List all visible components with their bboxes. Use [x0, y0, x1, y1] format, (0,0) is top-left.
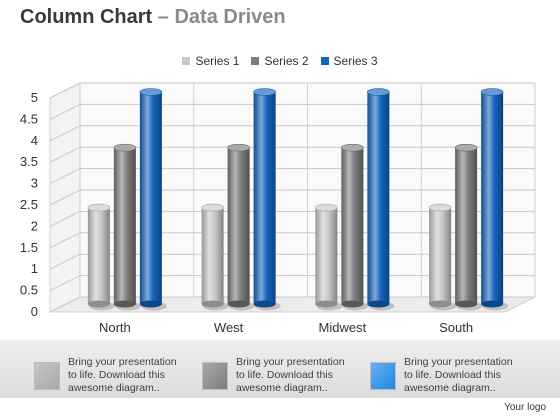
bar-top-cap	[341, 143, 364, 152]
chart-title-dash: –	[157, 6, 169, 28]
bar-top-cap	[428, 203, 452, 212]
legend-label-series-3: Series 3	[333, 54, 378, 68]
y-tick-label: 3.5	[20, 154, 38, 169]
bar-series-3-midwest	[367, 92, 390, 304]
bar-series-3-west	[253, 92, 276, 304]
chart-title-sub: Data Driven	[174, 6, 286, 28]
bar-bottom-cap	[315, 300, 338, 308]
bar-series-1-south	[429, 207, 452, 304]
bar-bottom-cap	[455, 300, 478, 308]
footer-note-1: Bring your presentation to life. Downloa…	[34, 356, 184, 395]
bar-series-2-north	[113, 147, 136, 304]
y-tick-label: 1.5	[20, 240, 38, 255]
footer-logo-text: Your logo	[504, 402, 546, 413]
bar-bottom-cap	[429, 300, 452, 308]
footer-note-2: Bring your presentation to life. Downloa…	[202, 356, 352, 395]
footer-note-1-text: Bring your presentation to life. Downloa…	[68, 356, 177, 394]
legend-swatch-series-2	[251, 57, 260, 65]
y-tick-label: 0	[31, 304, 38, 319]
bar-series-1-west	[201, 207, 224, 304]
bar-top-cap	[367, 88, 390, 96]
y-tick-label: 4	[31, 133, 38, 148]
bar-top-cap	[87, 203, 111, 212]
bar-bottom-cap	[341, 300, 364, 308]
bar-series-1-north	[87, 207, 110, 304]
y-tick-label: 4.5	[20, 111, 38, 126]
y-tick-label: 0.5	[20, 283, 38, 298]
bar-top-cap	[139, 88, 163, 96]
x-tick-label-south: South	[439, 320, 473, 335]
bar-bottom-cap	[139, 300, 162, 308]
bar-series-2-midwest	[341, 147, 364, 304]
legend-label-series-2: Series 2	[264, 54, 309, 68]
x-tick-label-north: North	[99, 320, 131, 335]
footer-note-3-text: Bring your presentation to life. Downloa…	[404, 356, 513, 394]
chart-title: Column Chart – Data Driven	[20, 6, 286, 29]
bar-series-2-south	[455, 147, 478, 304]
bar-top-cap	[480, 88, 504, 96]
legend-item-series-2: Series 2	[251, 54, 309, 68]
bar-bottom-cap	[367, 300, 390, 308]
bar-top-cap	[315, 203, 338, 212]
bar-series-1-midwest	[315, 207, 338, 304]
y-tick-label: 3	[31, 176, 38, 191]
legend-swatch-series-3	[320, 57, 329, 65]
legend-swatch-series-1	[182, 57, 191, 65]
bar-top-cap	[113, 143, 137, 152]
bar-top-cap	[454, 143, 478, 152]
column-chart: 0 0.5 1 1.5 2 2.5 3 3.5 4 4.5 5 North West Midwest Sou…	[20, 82, 536, 335]
legend-item-series-1: Series 1	[182, 54, 239, 68]
bar-top-cap	[201, 203, 224, 212]
x-tick-label-midwest: Midwest	[319, 320, 367, 335]
footer-band	[0, 340, 560, 398]
chart-legend: Series 1 Series 2 Series 3	[0, 54, 560, 68]
x-tick-label-west: West	[214, 320, 244, 335]
legend-item-series-3: Series 3	[320, 54, 378, 68]
y-tick-label: 5	[31, 90, 38, 105]
bar-series-3-south	[481, 92, 504, 304]
footer-note-2-swatch	[202, 362, 228, 390]
bar-bottom-cap	[227, 300, 250, 308]
footer-note-3: Bring your presentation to life. Downloa…	[370, 356, 520, 395]
bar-series-3-north	[139, 92, 162, 304]
bar-top-cap	[227, 143, 250, 152]
bar-bottom-cap	[113, 300, 136, 308]
bar-bottom-cap	[253, 300, 276, 308]
bar-bottom-cap	[201, 300, 224, 308]
chart-title-main: Column Chart	[20, 6, 153, 28]
bar-top-cap	[253, 88, 276, 96]
y-tick-label: 2	[31, 218, 38, 233]
bar-bottom-cap	[87, 300, 110, 308]
bar-bottom-cap	[481, 300, 504, 308]
footer-note-2-text: Bring your presentation to life. Downloa…	[236, 356, 345, 394]
y-tick-label: 1	[31, 261, 38, 276]
footer-note-3-swatch	[370, 362, 396, 390]
legend-label-series-1: Series 1	[195, 54, 240, 68]
footer-note-1-swatch	[34, 362, 60, 390]
bar-series-2-west	[227, 147, 250, 304]
y-tick-label: 2.5	[20, 197, 38, 212]
